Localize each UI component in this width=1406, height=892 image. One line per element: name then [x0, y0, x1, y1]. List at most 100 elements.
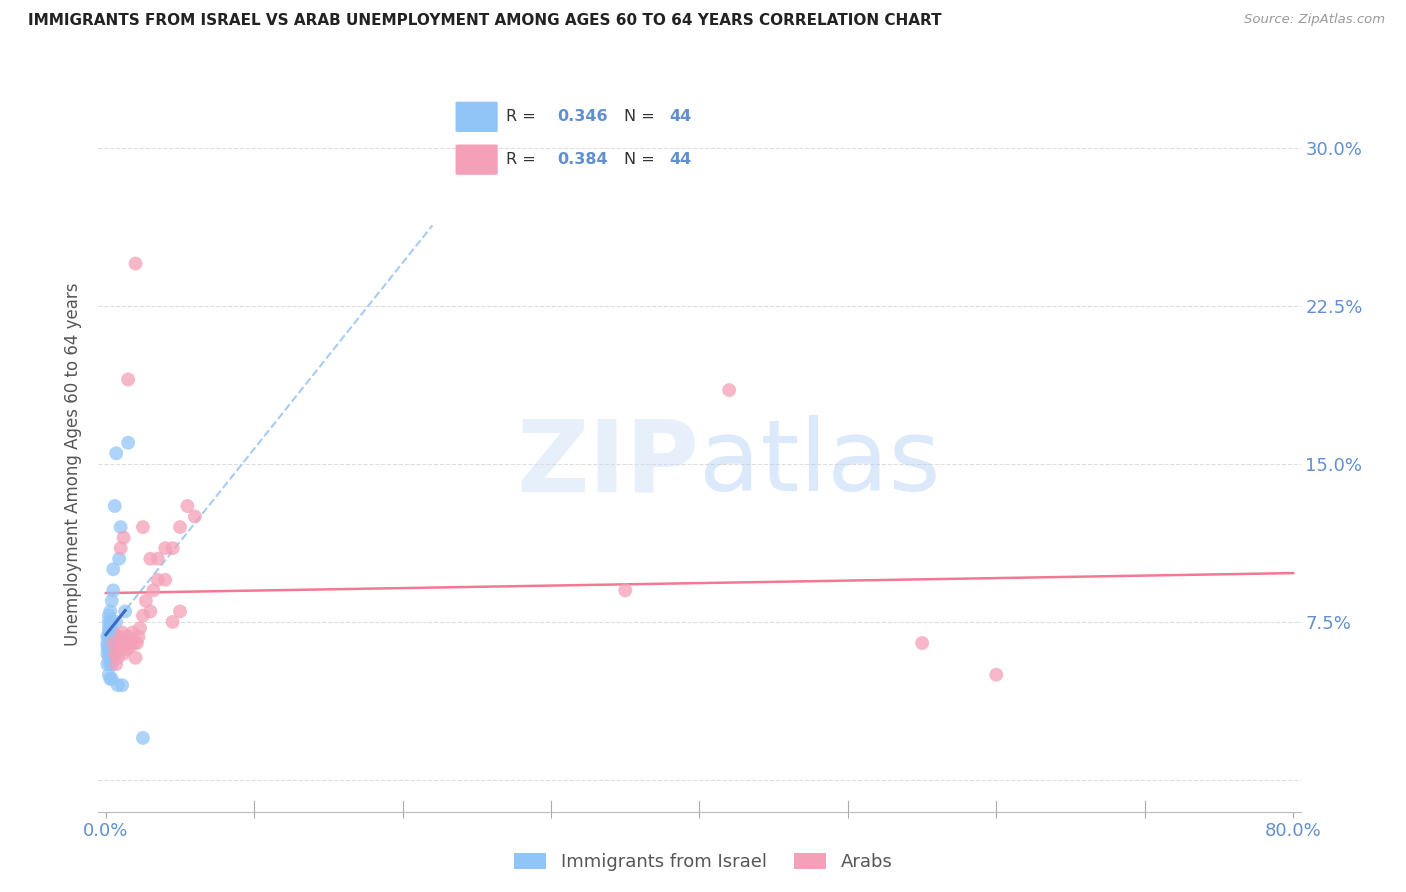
- Point: [98, 640, 121, 655]
- Point: [718, 383, 741, 397]
- Point: [96, 630, 118, 644]
- Point: [162, 615, 184, 629]
- Point: [105, 615, 128, 629]
- Point: [101, 657, 124, 672]
- Point: [125, 636, 148, 650]
- Text: N =: N =: [624, 153, 661, 167]
- Point: [98, 604, 121, 618]
- Point: [101, 672, 124, 686]
- Text: IMMIGRANTS FROM ISRAEL VS ARAB UNEMPLOYMENT AMONG AGES 60 TO 64 YEARS CORRELATIO: IMMIGRANTS FROM ISRAEL VS ARAB UNEMPLOYM…: [28, 13, 942, 29]
- Point: [104, 647, 127, 661]
- Text: atlas: atlas: [700, 416, 941, 512]
- Point: [98, 657, 121, 672]
- Point: [101, 625, 124, 640]
- Point: [169, 520, 191, 534]
- Point: [96, 657, 118, 672]
- Point: [111, 625, 134, 640]
- Point: [111, 678, 134, 692]
- Point: [114, 604, 136, 618]
- Point: [114, 636, 136, 650]
- Point: [101, 615, 124, 629]
- Point: [103, 625, 125, 640]
- Point: [107, 678, 129, 692]
- Point: [98, 621, 121, 635]
- Point: [124, 650, 146, 665]
- Point: [104, 630, 127, 644]
- Point: [128, 630, 150, 644]
- Point: [155, 541, 177, 556]
- Point: [107, 650, 129, 665]
- Point: [98, 636, 121, 650]
- Point: [112, 531, 135, 545]
- Point: [97, 642, 120, 657]
- Point: [103, 583, 125, 598]
- Point: [110, 541, 132, 556]
- Text: ZIP: ZIP: [516, 416, 700, 512]
- Point: [96, 636, 118, 650]
- Point: [121, 625, 143, 640]
- Point: [108, 642, 131, 657]
- Point: [103, 562, 125, 576]
- Point: [139, 551, 162, 566]
- Point: [97, 650, 120, 665]
- Point: [146, 551, 169, 566]
- Point: [117, 630, 139, 644]
- Point: [103, 636, 125, 650]
- Point: [124, 256, 146, 270]
- Point: [155, 573, 177, 587]
- Point: [98, 615, 121, 629]
- Point: [139, 604, 162, 618]
- Text: 0.346: 0.346: [557, 110, 607, 124]
- Point: [97, 621, 120, 635]
- Point: [118, 640, 141, 655]
- Point: [169, 604, 191, 618]
- Point: [184, 509, 207, 524]
- Point: [103, 647, 125, 661]
- Point: [104, 499, 127, 513]
- Point: [132, 608, 155, 623]
- Point: [101, 636, 124, 650]
- Point: [986, 667, 1008, 681]
- Point: [101, 594, 124, 608]
- Point: [129, 621, 152, 635]
- Point: [115, 642, 138, 657]
- Point: [96, 640, 118, 655]
- Point: [97, 630, 120, 644]
- Text: 44: 44: [669, 153, 692, 167]
- Point: [98, 630, 121, 644]
- Point: [105, 657, 128, 672]
- Point: [108, 551, 131, 566]
- Text: 44: 44: [669, 110, 692, 124]
- Point: [117, 435, 139, 450]
- Point: [162, 541, 184, 556]
- Text: N =: N =: [624, 110, 661, 124]
- Y-axis label: Unemployment Among Ages 60 to 64 years: Unemployment Among Ages 60 to 64 years: [65, 282, 83, 646]
- Point: [105, 446, 128, 460]
- Point: [97, 615, 120, 629]
- Point: [110, 630, 132, 644]
- Point: [110, 636, 132, 650]
- Point: [132, 520, 155, 534]
- FancyBboxPatch shape: [456, 102, 498, 132]
- Point: [120, 636, 142, 650]
- Point: [614, 583, 637, 598]
- Point: [98, 625, 121, 640]
- Point: [135, 594, 157, 608]
- Point: [97, 625, 120, 640]
- Point: [96, 647, 118, 661]
- Point: [146, 573, 169, 587]
- Point: [98, 672, 121, 686]
- Point: [122, 636, 145, 650]
- Point: [98, 647, 121, 661]
- FancyBboxPatch shape: [456, 145, 498, 175]
- Text: Source: ZipAtlas.com: Source: ZipAtlas.com: [1244, 13, 1385, 27]
- Text: R =: R =: [506, 153, 541, 167]
- Point: [142, 583, 165, 598]
- Point: [97, 667, 120, 681]
- Point: [911, 636, 934, 650]
- Text: R =: R =: [506, 110, 541, 124]
- Point: [176, 499, 198, 513]
- Point: [110, 520, 132, 534]
- Point: [117, 372, 139, 386]
- Legend: Immigrants from Israel, Arabs: Immigrants from Israel, Arabs: [506, 846, 900, 879]
